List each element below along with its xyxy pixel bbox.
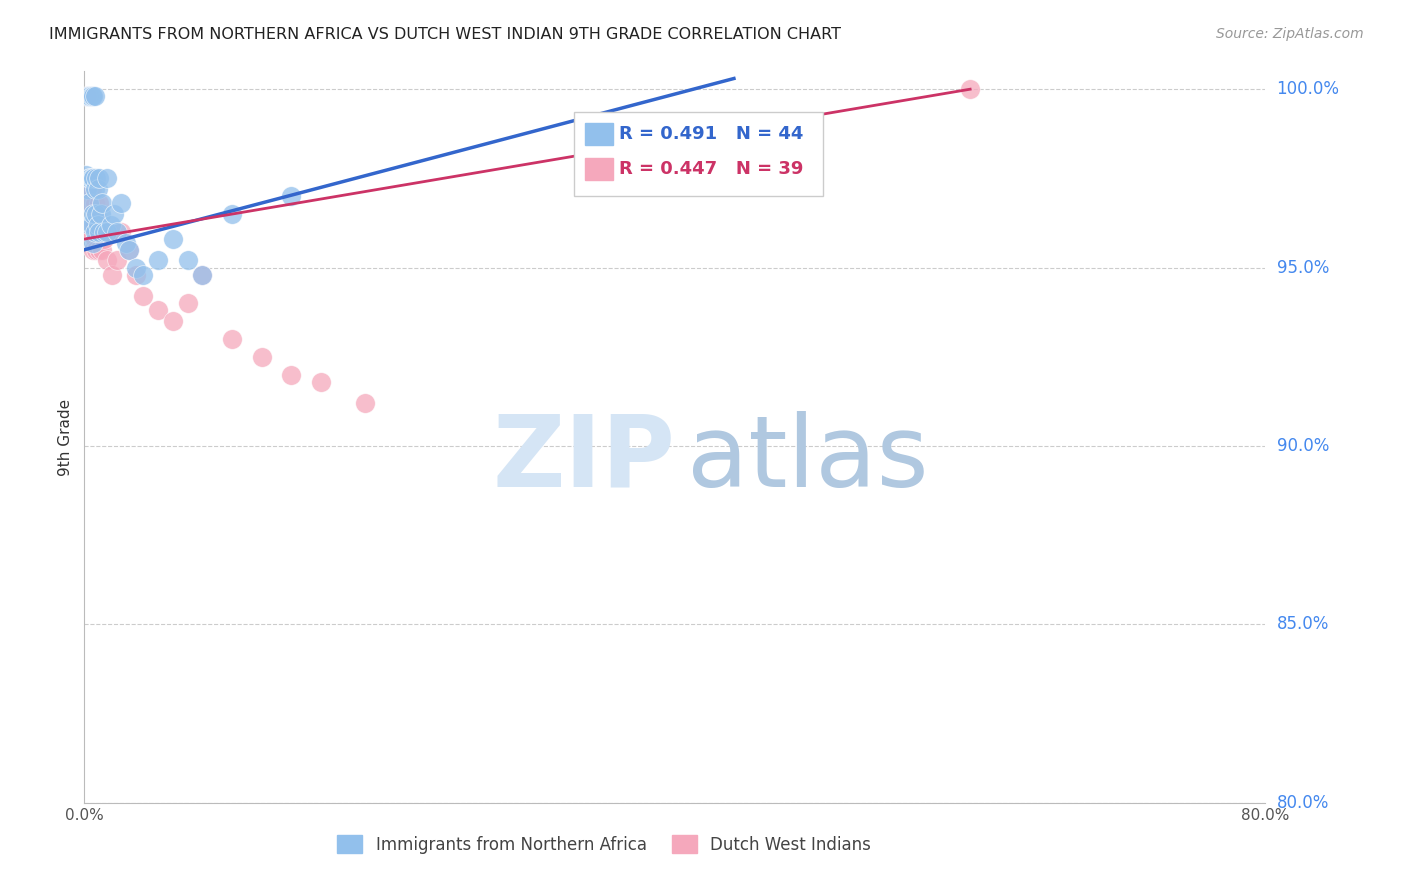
Point [177,296,200,310]
Point [82,218,104,232]
FancyBboxPatch shape [585,158,613,179]
Point [80,218,103,232]
Point [221,207,243,221]
Point [101,268,124,282]
Point [91,196,114,211]
Point [86,218,108,232]
Point [191,268,214,282]
Point [80,171,103,186]
Point [79,218,101,232]
Point [118,243,141,257]
Point [280,189,302,203]
Point [280,368,302,382]
Point [177,253,200,268]
Point [91,243,114,257]
Point [84,207,107,221]
Point [77,171,100,186]
Y-axis label: 9th Grade: 9th Grade [58,399,73,475]
Text: 100.0%: 100.0% [1277,80,1340,98]
Point [90,207,112,221]
Point [110,196,132,211]
Point [87,243,111,257]
Point [77,171,100,186]
Point [79,196,101,211]
Point [96,225,118,239]
Point [86,182,108,196]
Text: IMMIGRANTS FROM NORTHERN AFRICA VS DUTCH WEST INDIAN 9TH GRADE CORRELATION CHART: IMMIGRANTS FROM NORTHERN AFRICA VS DUTCH… [49,27,841,42]
Point [90,225,112,239]
Point [148,253,170,268]
Point [82,171,104,186]
Point [79,89,101,103]
Point [162,232,184,246]
Point [82,89,104,103]
Point [309,375,332,389]
Point [105,253,128,268]
Point [100,218,122,232]
Point [354,396,377,410]
Point [82,171,104,186]
Point [76,182,98,196]
Point [221,332,243,346]
Point [96,171,118,186]
Point [83,196,105,211]
Point [77,225,100,239]
Point [96,253,118,268]
Point [93,232,115,246]
Point [84,207,107,221]
FancyBboxPatch shape [585,122,613,145]
Point [114,235,136,250]
Point [79,89,101,103]
Point [103,207,125,221]
Text: ZIP: ZIP [492,410,675,508]
Point [80,89,103,103]
Point [93,225,115,239]
Legend: Immigrants from Northern Africa, Dutch West Indians: Immigrants from Northern Africa, Dutch W… [330,829,877,860]
Point [80,225,103,239]
Point [76,89,98,103]
Point [105,225,128,239]
Text: R = 0.447   N = 39: R = 0.447 N = 39 [620,160,804,178]
Point [148,303,170,318]
Point [83,232,105,246]
Point [86,225,108,239]
Point [82,207,104,221]
Point [82,243,104,257]
Point [84,171,107,186]
Point [76,89,98,103]
Point [132,289,155,303]
Point [132,268,155,282]
Text: atlas: atlas [686,410,928,508]
Point [118,243,141,257]
Point [83,225,105,239]
Point [80,182,103,196]
Point [80,89,103,103]
Point [959,82,981,96]
Text: 95.0%: 95.0% [1277,259,1329,277]
Point [77,89,100,103]
FancyBboxPatch shape [575,112,823,195]
Point [87,171,111,186]
Point [83,182,105,196]
Text: R = 0.491   N = 44: R = 0.491 N = 44 [620,125,804,143]
Text: Source: ZipAtlas.com: Source: ZipAtlas.com [1216,27,1364,41]
Point [75,168,97,182]
Point [83,89,105,103]
Point [191,268,214,282]
Point [82,235,104,250]
Point [110,225,132,239]
Point [87,196,111,211]
Point [125,260,148,275]
Point [250,350,273,364]
Point [87,225,111,239]
Point [98,225,121,239]
Text: 80.0%: 80.0% [1277,794,1329,812]
Point [79,171,101,186]
Point [162,314,184,328]
Point [77,196,100,211]
Point [125,268,148,282]
Point [84,243,107,257]
Text: 85.0%: 85.0% [1277,615,1329,633]
Text: 90.0%: 90.0% [1277,437,1329,455]
